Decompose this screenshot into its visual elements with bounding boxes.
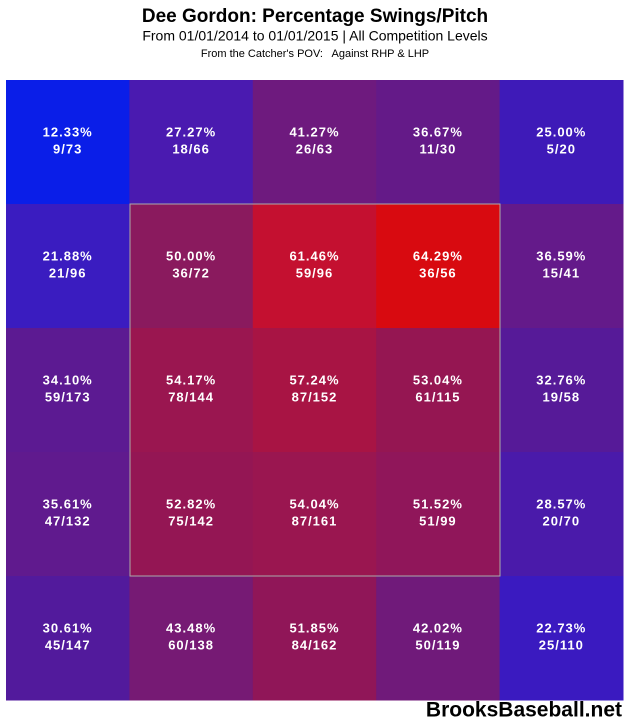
heat-cell — [252, 328, 377, 453]
heat-cell — [6, 204, 130, 329]
cell-count: 47/132 — [45, 513, 91, 528]
heat-cell — [376, 328, 501, 453]
cell-count: 18/66 — [172, 141, 210, 156]
heat-cell — [499, 80, 624, 205]
cell-count: 9/73 — [53, 141, 82, 156]
cell-count: 87/161 — [292, 513, 338, 528]
cell-percent: 54.04% — [289, 496, 339, 511]
cell-percent: 42.02% — [413, 620, 463, 635]
cell-count: 26/63 — [296, 141, 334, 156]
heat-cell — [499, 576, 624, 701]
cell-count: 78/144 — [168, 389, 214, 404]
cell-percent: 30.61% — [43, 620, 93, 635]
cell-count: 20/70 — [543, 513, 581, 528]
heat-cell — [6, 576, 130, 701]
heat-cell — [129, 80, 254, 205]
cell-count: 5/20 — [547, 141, 576, 156]
cell-percent: 54.17% — [166, 372, 216, 387]
heatmap-grid: 12.33% 9/73 27.27% 18/66 41.27% 26/63 36.67% 11… — [6, 80, 624, 701]
cell-percent: 12.33% — [43, 124, 93, 139]
chart-title: Dee Gordon: Percentage Swings/Pitch — [142, 6, 488, 27]
cell-percent: 53.04% — [413, 372, 463, 387]
chart-subtitle: From 01/01/2014 to 01/01/2015 | All Comp… — [142, 28, 487, 44]
cell-percent: 35.61% — [43, 496, 93, 511]
heat-cell — [376, 204, 501, 329]
cell-count: 59/96 — [296, 265, 334, 280]
cell-percent: 64.29% — [413, 248, 463, 263]
heat-cell — [6, 452, 130, 577]
cell-count: 50/119 — [415, 637, 460, 652]
heat-cell — [499, 452, 624, 577]
cell-percent: 43.48% — [166, 620, 216, 635]
cell-percent: 36.59% — [536, 248, 586, 263]
strike-zone — [129, 203, 501, 577]
cell-percent: 21.88% — [43, 248, 93, 263]
heat-cell — [129, 328, 254, 453]
watermark: BrooksBaseball.net — [426, 699, 622, 721]
cell-percent: 34.10% — [43, 372, 93, 387]
cell-percent: 41.27% — [289, 124, 339, 139]
cell-count: 36/56 — [419, 265, 457, 280]
heat-cell — [252, 80, 377, 205]
cell-count: 61/115 — [415, 389, 460, 404]
heat-cell — [376, 452, 501, 577]
cell-percent: 57.24% — [289, 372, 339, 387]
heat-cell — [6, 328, 130, 453]
cell-count: 25/110 — [539, 637, 584, 652]
cell-percent: 52.82% — [166, 496, 216, 511]
cell-percent: 51.85% — [289, 620, 339, 635]
cell-count: 75/142 — [168, 513, 214, 528]
cell-percent: 61.46% — [289, 248, 339, 263]
cell-count: 11/30 — [419, 141, 456, 156]
heat-cell — [6, 80, 130, 205]
cell-count: 36/72 — [172, 265, 210, 280]
cell-count: 15/41 — [543, 265, 581, 280]
cell-count: 45/147 — [45, 637, 91, 652]
cell-percent: 51.52% — [413, 496, 463, 511]
heat-cell — [252, 576, 377, 701]
cell-percent: 22.73% — [536, 620, 586, 635]
heat-cell — [376, 80, 501, 205]
cell-count: 84/162 — [292, 637, 338, 652]
heat-cell — [499, 204, 624, 329]
cell-percent: 32.76% — [536, 372, 586, 387]
cell-count: 51/99 — [419, 513, 457, 528]
cell-percent: 25.00% — [536, 124, 586, 139]
heat-cell — [252, 452, 377, 577]
cell-count: 59/173 — [45, 389, 91, 404]
cell-count: 21/96 — [49, 265, 87, 280]
cell-count: 87/152 — [292, 389, 338, 404]
cell-percent: 28.57% — [536, 496, 586, 511]
heat-cell — [499, 328, 624, 453]
heat-cell — [252, 204, 377, 329]
cell-count: 19/58 — [543, 389, 581, 404]
heat-cell — [129, 452, 254, 577]
cell-percent: 36.67% — [413, 124, 463, 139]
heat-cell — [376, 576, 501, 701]
heat-cell — [129, 204, 254, 329]
chart-note: From the Catcher's POV: Against RHP & LH… — [201, 48, 429, 60]
cell-percent: 27.27% — [166, 124, 216, 139]
cell-count: 60/138 — [168, 637, 214, 652]
cell-percent: 50.00% — [166, 248, 216, 263]
heat-cell — [129, 576, 254, 701]
